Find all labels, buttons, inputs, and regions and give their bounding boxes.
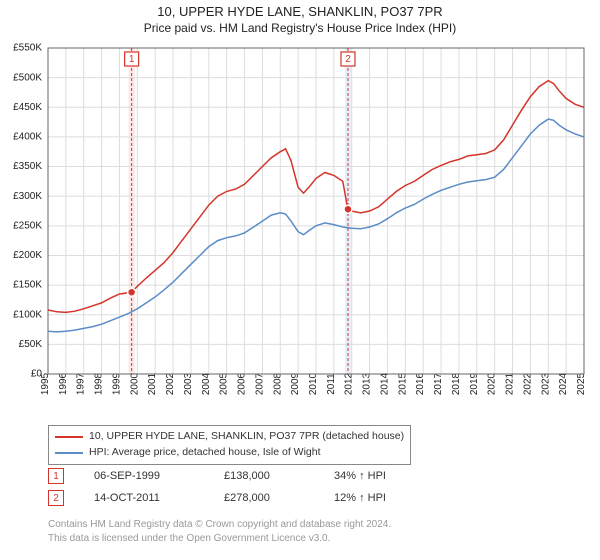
svg-text:2012: 2012 [344,372,355,395]
svg-text:£50K: £50K [19,339,43,350]
svg-text:£250K: £250K [13,220,42,231]
svg-text:2016: 2016 [415,372,426,395]
svg-text:2024: 2024 [558,372,569,395]
svg-text:1998: 1998 [94,372,105,395]
svg-text:1997: 1997 [76,372,87,395]
legend-label: 10, UPPER HYDE LANE, SHANKLIN, PO37 7PR … [89,429,404,445]
svg-text:1995: 1995 [40,372,51,395]
svg-text:2011: 2011 [326,373,337,395]
legend-swatch [55,452,83,454]
svg-text:2005: 2005 [219,372,230,395]
sale-hpi-delta: 12% ↑ HPI [334,492,386,504]
svg-text:£150K: £150K [13,280,42,291]
svg-text:2023: 2023 [540,372,551,395]
legend-item: HPI: Average price, detached house, Isle… [55,445,404,461]
svg-text:£400K: £400K [13,132,42,143]
sale-marker-icon: 2 [48,490,64,506]
svg-text:1999: 1999 [111,372,122,395]
svg-text:2022: 2022 [522,372,533,395]
svg-text:2021: 2021 [505,372,516,395]
legend-label: HPI: Average price, detached house, Isle… [89,445,321,461]
sale-row: 1 06-SEP-1999 £138,000 34% ↑ HPI [48,468,386,484]
sale-row: 2 14-OCT-2011 £278,000 12% ↑ HPI [48,490,386,506]
footer-attribution: Contains HM Land Registry data © Crown c… [48,518,391,545]
svg-text:£500K: £500K [13,72,42,83]
svg-text:2009: 2009 [290,372,301,395]
svg-text:2018: 2018 [451,372,462,395]
legend: 10, UPPER HYDE LANE, SHANKLIN, PO37 7PR … [48,425,411,465]
svg-text:2006: 2006 [237,372,248,395]
svg-text:2001: 2001 [147,372,158,395]
svg-text:2: 2 [345,54,351,65]
svg-text:£450K: £450K [13,102,42,113]
svg-text:2007: 2007 [254,372,265,395]
svg-text:2015: 2015 [397,372,408,395]
svg-text:2002: 2002 [165,372,176,395]
footer-line2: This data is licensed under the Open Gov… [48,532,391,546]
svg-text:2014: 2014 [379,372,390,395]
chart-title-main: 10, UPPER HYDE LANE, SHANKLIN, PO37 7PR [0,4,600,19]
svg-text:2008: 2008 [272,372,283,395]
svg-text:2000: 2000 [129,372,140,395]
sale-date: 14-OCT-2011 [94,492,194,504]
svg-text:2004: 2004 [201,372,212,395]
sale-date: 06-SEP-1999 [94,470,194,482]
chart-area: £0£50K£100K£150K£200K£250K£300K£350K£400… [48,44,588,414]
sale-hpi-delta: 34% ↑ HPI [334,470,386,482]
sales-list: 1 06-SEP-1999 £138,000 34% ↑ HPI 2 14-OCT-201… [48,468,386,512]
chart-title-block: 10, UPPER HYDE LANE, SHANKLIN, PO37 7PR … [0,0,600,35]
svg-text:2017: 2017 [433,372,444,395]
svg-text:1996: 1996 [58,372,69,395]
legend-item: 10, UPPER HYDE LANE, SHANKLIN, PO37 7PR … [55,429,404,445]
chart-title-sub: Price paid vs. HM Land Registry's House … [0,21,600,35]
svg-text:2020: 2020 [487,372,498,395]
sale-price: £138,000 [224,470,304,482]
svg-text:2025: 2025 [576,372,587,395]
svg-text:2010: 2010 [308,372,319,395]
sale-price: £278,000 [224,492,304,504]
svg-text:2019: 2019 [469,372,480,395]
svg-text:2003: 2003 [183,372,194,395]
svg-text:2013: 2013 [362,372,373,395]
svg-text:£100K: £100K [13,309,42,320]
svg-text:£550K: £550K [13,43,42,54]
footer-line1: Contains HM Land Registry data © Crown c… [48,518,391,532]
svg-text:£200K: £200K [13,250,42,261]
svg-text:£300K: £300K [13,191,42,202]
svg-text:£350K: £350K [13,161,42,172]
svg-text:1: 1 [129,54,135,65]
legend-swatch [55,436,83,438]
sale-marker-icon: 1 [48,468,64,484]
